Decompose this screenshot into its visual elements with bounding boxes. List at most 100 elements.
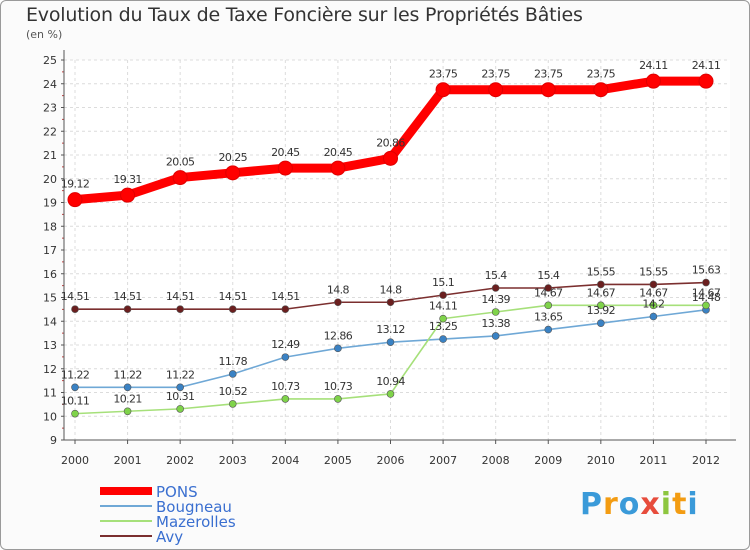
data-point-mazerolles [702,301,710,310]
data-point-pons [698,73,714,89]
data-point-bougneau [176,383,184,392]
data-point-mazerolles [334,395,342,403]
data-point-avy [176,305,184,313]
data-point-pons [120,187,136,203]
data-label-bougneau: 13.12 [376,323,405,336]
data-label-mazerolles: 14.39 [481,293,510,306]
data-point-mazerolles [439,314,447,323]
data-point-bougneau [597,319,605,327]
data-label-bougneau: 13.38 [481,317,510,330]
y-tick-label: 19 [43,197,57,210]
data-label-mazerolles: 14.67 [587,286,616,299]
data-point-pons [540,82,556,98]
data-point-mazerolles [544,301,553,310]
data-point-bougneau [334,344,342,353]
data-label-avy: 15.4 [537,269,560,282]
x-tick-label: 2008 [482,454,510,467]
data-label-bougneau: 13.25 [429,320,458,333]
data-point-avy [439,291,447,299]
chart-subtitle: (en %) [26,28,63,41]
x-tick-label: 2012 [692,454,720,467]
data-point-pons [488,82,504,98]
x-tick-label: 2001 [114,454,142,467]
data-point-mazerolles [228,400,237,408]
data-point-pons [645,73,661,89]
data-point-avy [544,284,553,292]
data-point-bougneau [71,383,79,392]
data-point-pons [277,160,293,176]
data-label-pons: 19.31 [113,173,142,186]
data-label-pons: 23.75 [481,68,510,81]
data-point-avy [334,298,342,307]
data-point-avy [649,280,658,289]
legend-label-avy: Avy [156,528,183,546]
data-label-mazerolles: 10.94 [376,375,405,388]
data-label-bougneau: 13.92 [587,304,616,317]
data-point-avy [228,305,237,313]
data-label-mazerolles: 10.73 [324,380,353,393]
data-point-mazerolles [597,301,605,310]
data-label-avy: 15.55 [639,265,668,278]
legend-label-bougneau: Bougneau [156,498,232,516]
data-label-avy: 14.51 [219,290,248,303]
data-label-avy: 14.51 [61,290,90,303]
data-label-pons: 23.75 [534,68,563,81]
data-point-pons [67,192,83,208]
data-label-mazerolles: 10.31 [166,390,195,403]
chart-title: Evolution du Taux de Taxe Foncière sur l… [26,4,583,26]
data-label-bougneau: 14.2 [642,298,664,311]
data-label-avy: 15.1 [432,276,454,289]
data-label-avy: 15.63 [692,264,721,277]
y-tick-label: 17 [43,244,57,257]
logo-letter: i [687,487,699,522]
x-tick-label: 2010 [587,454,615,467]
data-label-pons: 20.86 [376,136,405,149]
data-label-bougneau: 11.22 [113,368,142,381]
data-label-avy: 15.4 [485,269,508,282]
y-tick-label: 11 [43,387,57,400]
data-point-avy [281,305,290,313]
proxiti-logo: Proxiti [580,487,699,522]
data-point-avy [123,305,132,313]
y-tick-label: 25 [43,54,57,67]
x-tick-label: 2011 [639,454,667,467]
y-tick-label: 13 [43,339,57,352]
data-point-mazerolles [281,395,290,403]
data-point-avy [597,280,605,289]
data-label-mazerolles: 14.67 [639,286,668,299]
y-tick-label: 12 [43,363,57,376]
data-point-avy [702,278,710,287]
data-label-bougneau: 13.65 [534,311,563,324]
data-label-avy: 14.8 [327,283,350,296]
data-label-pons: 23.75 [587,68,616,81]
logo-letter: t [672,487,688,522]
data-point-bougneau [544,325,553,334]
y-tick-label: 20 [43,173,57,186]
data-point-mazerolles [176,405,184,413]
legend-label-mazerolles: Mazerolles [156,513,236,531]
data-point-pons [225,165,241,181]
data-point-mazerolles [386,390,395,398]
data-label-bougneau: 11.22 [166,368,195,381]
logo-letter: P [580,487,603,522]
data-point-mazerolles [649,301,658,310]
x-tick-label: 2002 [166,454,194,467]
logo-letter: i [660,487,673,522]
data-label-pons: 24.11 [692,59,721,72]
logo-letter: x [640,487,661,522]
data-point-bougneau [386,338,395,346]
x-tick-label: 2003 [219,454,247,467]
data-label-avy: 14.8 [379,283,402,296]
data-point-avy [491,284,500,292]
data-label-mazerolles: 10.52 [219,385,248,398]
y-tick-label: 21 [43,149,57,162]
data-point-avy [386,298,395,307]
y-tick-label: 9 [50,434,57,447]
y-tick-label: 23 [43,102,57,115]
data-label-bougneau: 14.48 [692,291,721,304]
x-tick-label: 2006 [377,454,405,467]
data-label-mazerolles: 14.11 [429,300,458,313]
data-point-bougneau [123,383,132,392]
x-tick-label: 2007 [429,454,457,467]
logo-letter: r [603,487,619,522]
